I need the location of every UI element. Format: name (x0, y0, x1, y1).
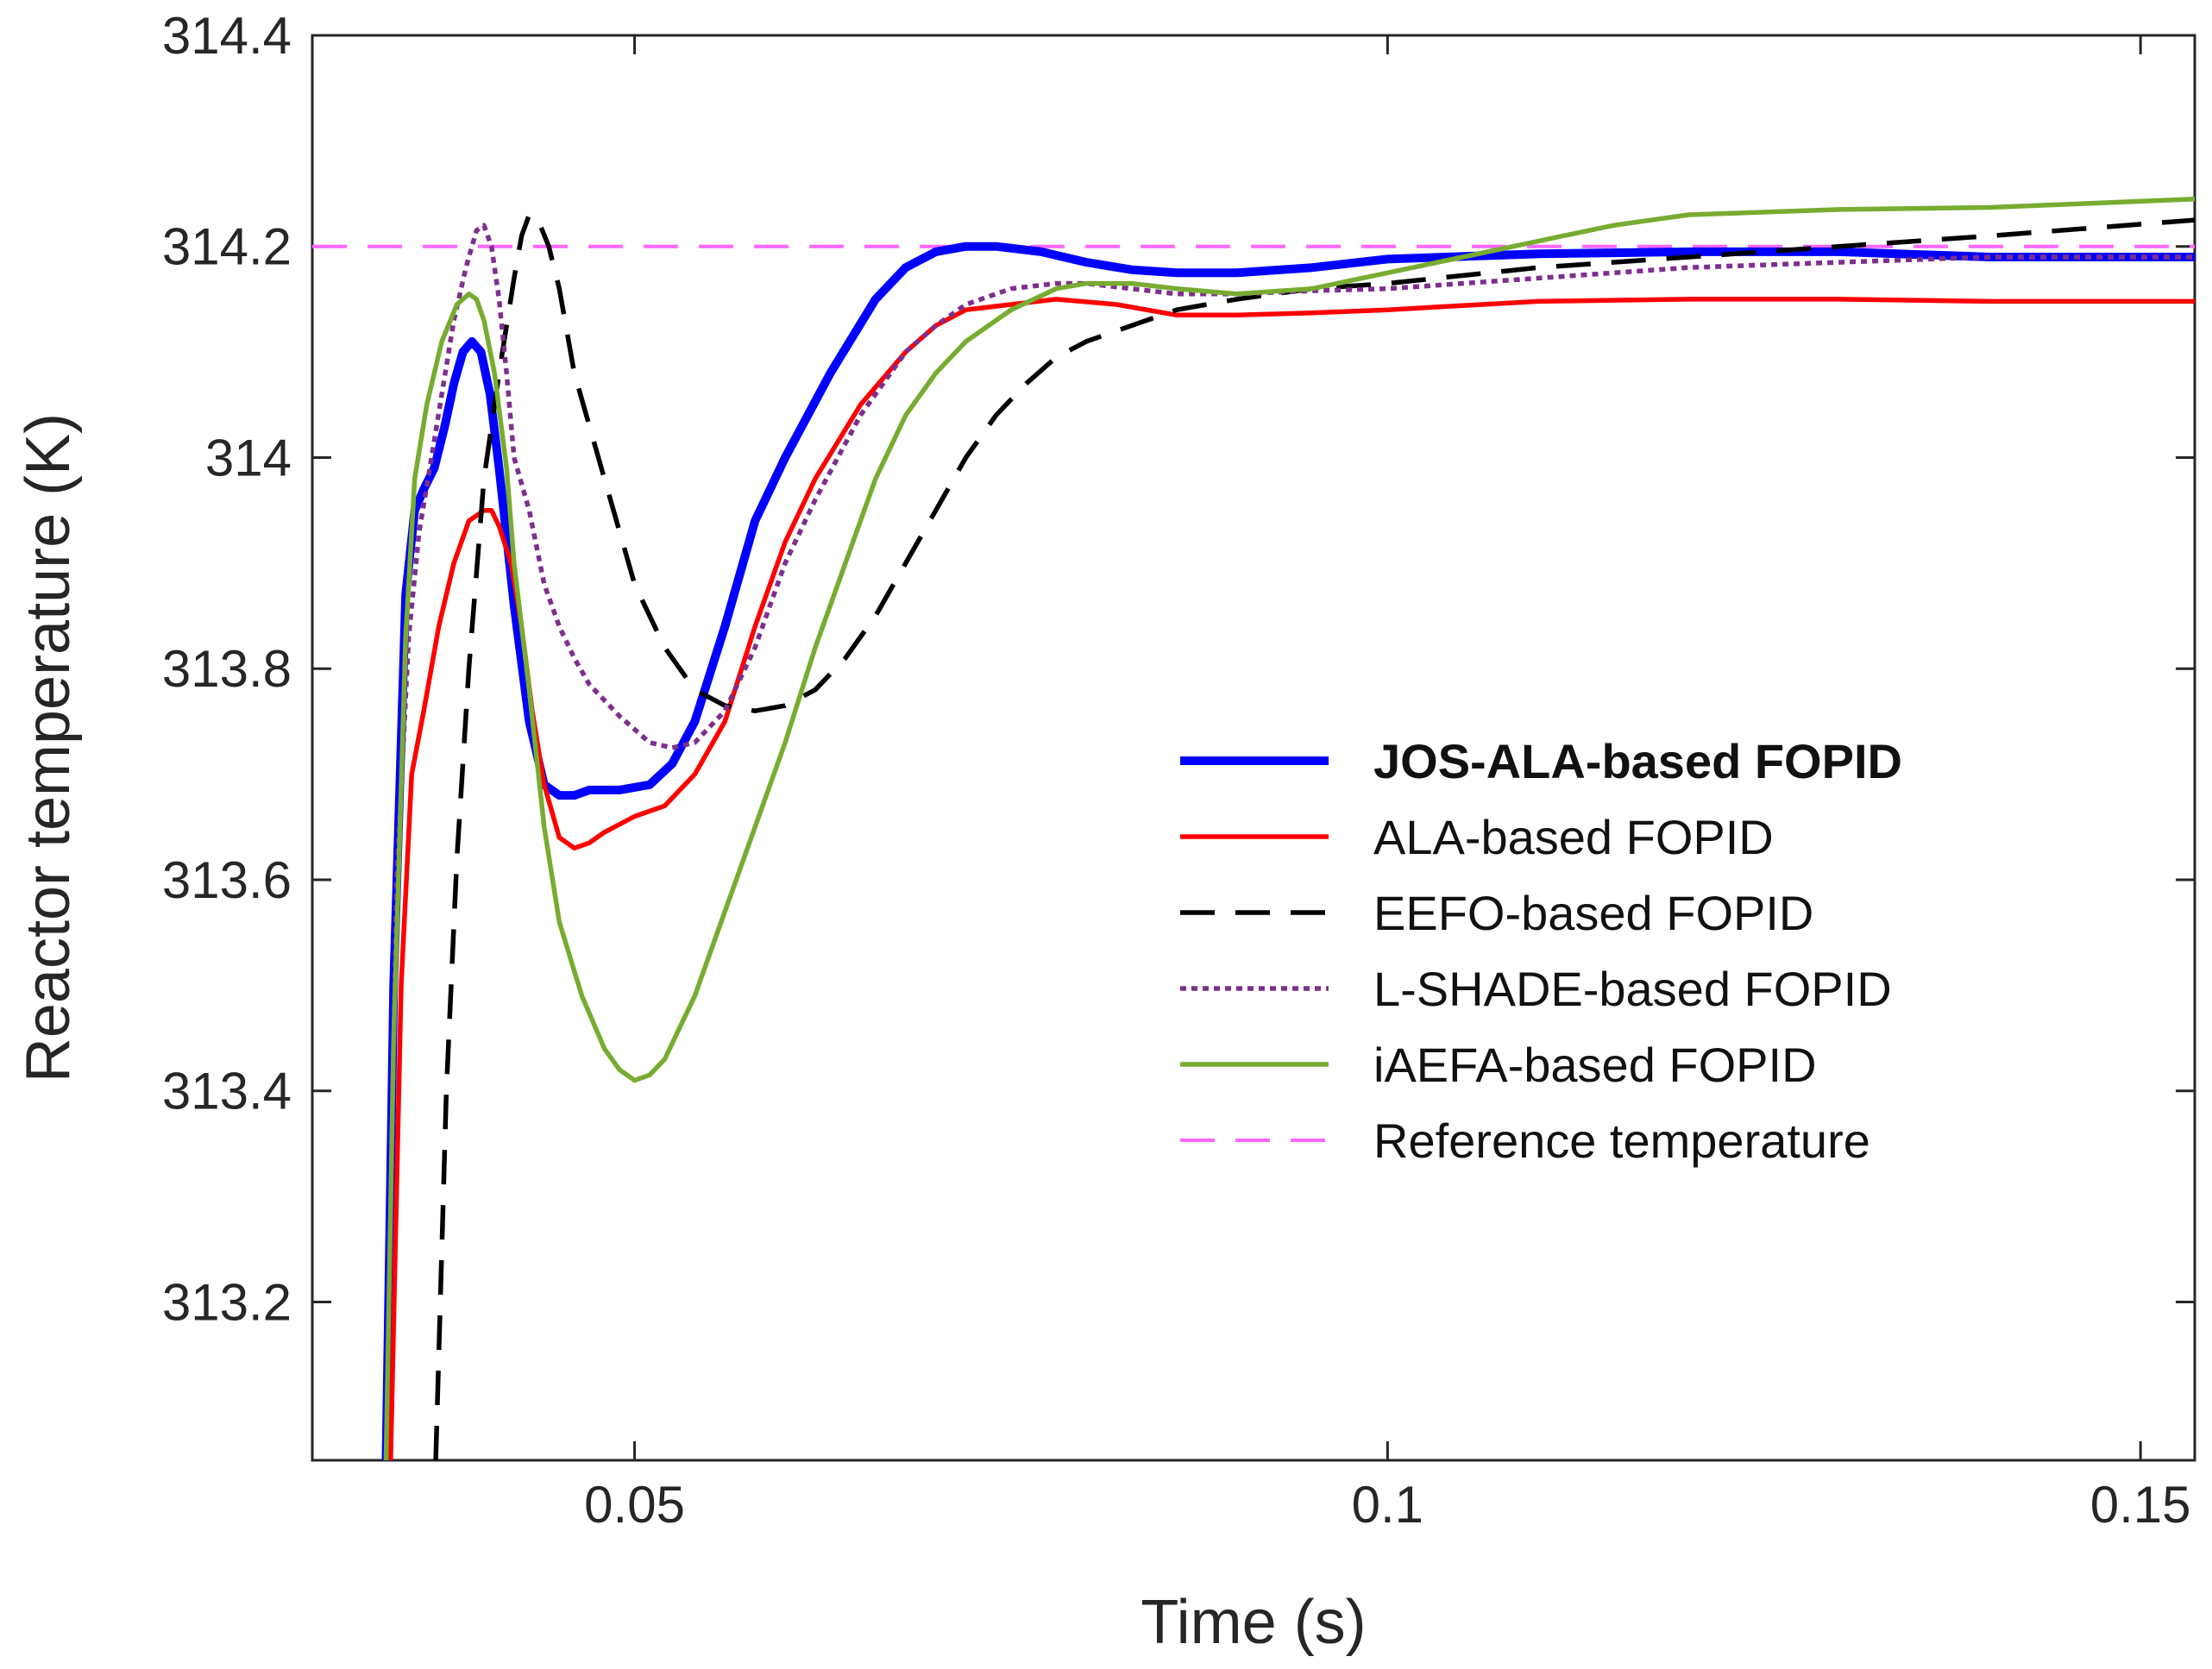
legend-label-eefo-based-fopid: EEFO-based FOPID (1373, 886, 1813, 940)
x-axis-title: Time (s) (1141, 1588, 1366, 1657)
legend-label-jos-ala-based-fopid: JOS-ALA-based FOPID (1373, 734, 1902, 788)
plot-area (311, 34, 2196, 1462)
y-tick-label: 314.2 (162, 218, 292, 276)
x-tick-label: 0.1 (1352, 1476, 1423, 1534)
y-tick-label: 313.6 (162, 851, 292, 909)
legend-label-l-shade-based-fopid: L-SHADE-based FOPID (1373, 962, 1892, 1016)
series-line-iaefa-based-fopid (383, 196, 2195, 1460)
legend-label-reference-temperature: Reference temperature (1373, 1114, 1870, 1168)
y-tick-label: 313.4 (162, 1063, 292, 1120)
series-layer (312, 196, 2195, 1460)
y-tick-label: 313.2 (162, 1273, 292, 1331)
y-tick-label: 314.4 (162, 7, 292, 65)
y-axis-title: Reactor temperature (K) (14, 413, 83, 1082)
y-tick-label: 314 (205, 429, 292, 486)
legend-label-iaefa-based-fopid: iAEFA-based FOPID (1373, 1038, 1817, 1092)
legend: JOS-ALA-based FOPID ALA-based FOPID EEFO-b… (1180, 734, 1902, 1168)
legend-label-ala-based-fopid: ALA-based FOPID (1373, 810, 1774, 864)
series-line-eefo-based-fopid (433, 212, 2195, 1460)
series-line-jos-ala-based-fopid (381, 242, 2195, 1460)
y-tick-label: 313.8 (162, 640, 292, 698)
axis-ticks: 0.05 0.1 0.15 313.2 313.4 313.6 313.8 314 314.2 3… (162, 7, 2195, 1534)
x-tick-label: 0.15 (2090, 1476, 2191, 1534)
x-tick-label: 0.05 (584, 1476, 685, 1534)
axis-labels: Time (s) Reactor temperature (K) (14, 413, 1367, 1657)
